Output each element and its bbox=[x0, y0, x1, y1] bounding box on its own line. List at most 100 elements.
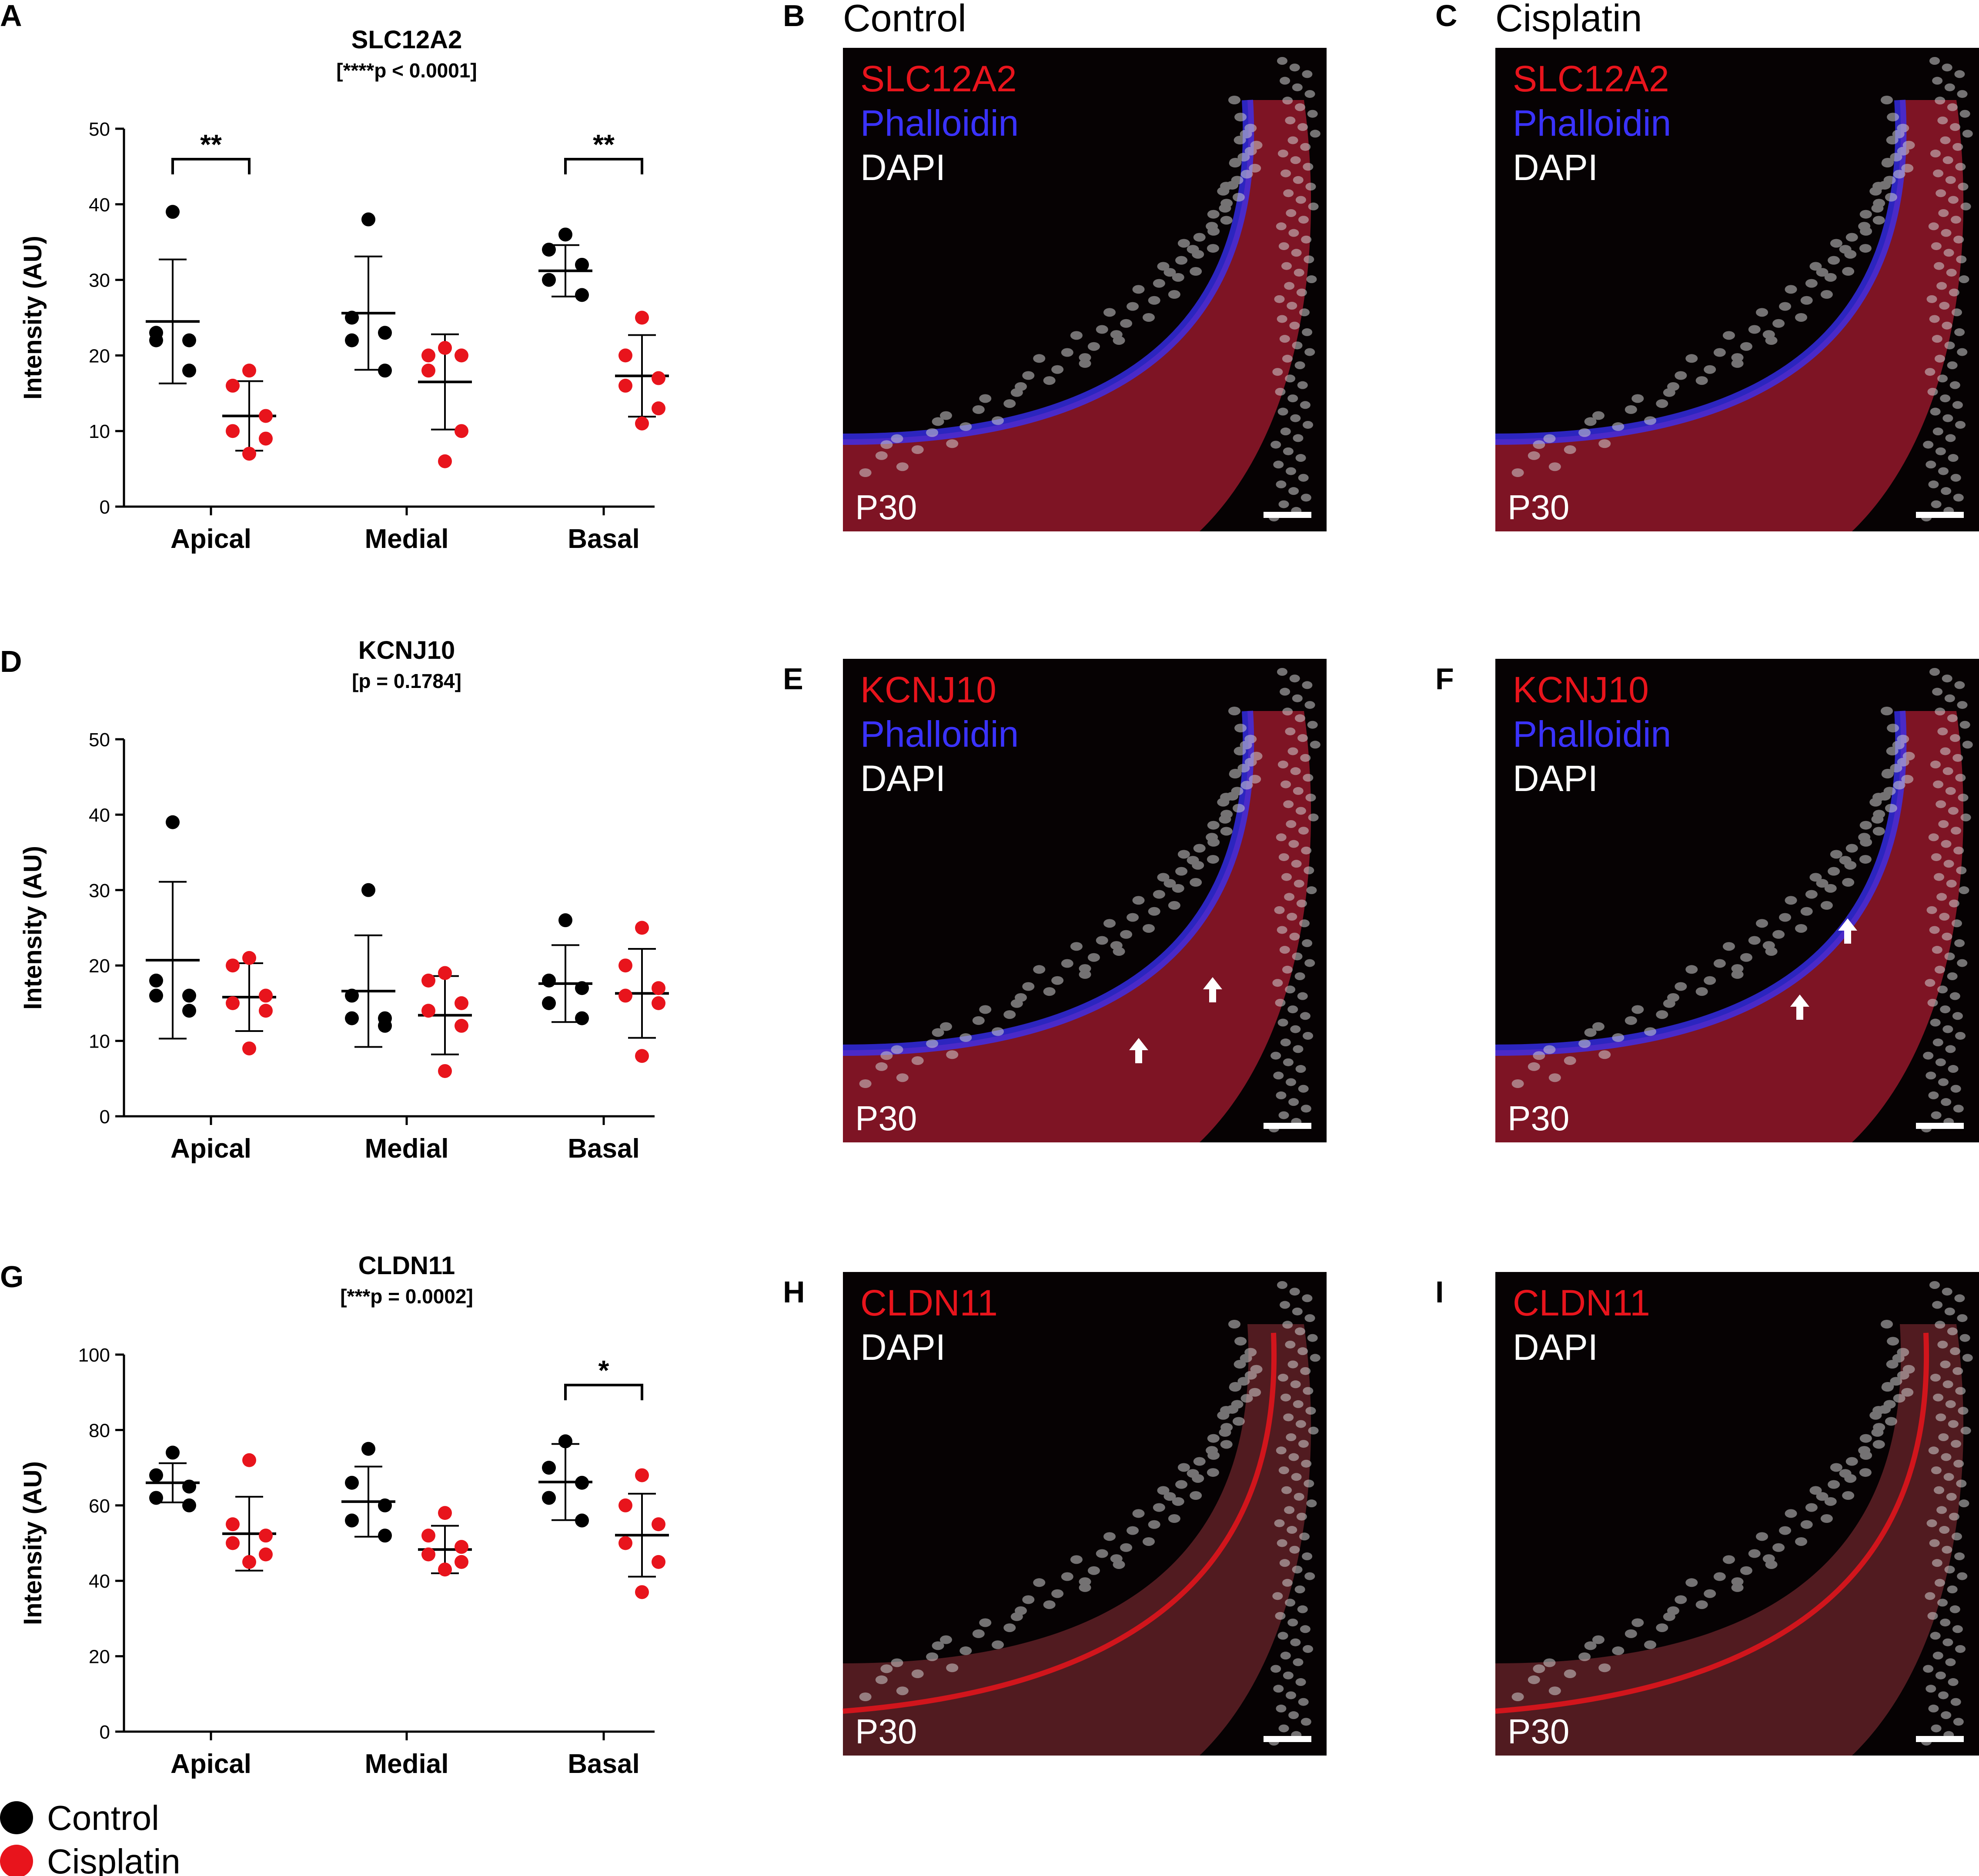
nucleus bbox=[1932, 1652, 1943, 1660]
nucleus bbox=[1881, 707, 1893, 715]
nucleus bbox=[1051, 976, 1064, 985]
nucleus bbox=[1785, 285, 1797, 294]
nucleus bbox=[1942, 932, 1952, 941]
nucleus bbox=[1941, 229, 1952, 237]
data-point bbox=[345, 1513, 359, 1528]
nucleus bbox=[1564, 445, 1576, 454]
nucleus bbox=[1800, 907, 1813, 916]
nucleus bbox=[1890, 764, 1902, 773]
nucleus bbox=[1157, 873, 1170, 882]
nucleus bbox=[1270, 441, 1281, 449]
nucleus bbox=[1291, 860, 1302, 868]
nucleus bbox=[1282, 1321, 1293, 1329]
nucleus bbox=[1148, 296, 1160, 305]
nucleus bbox=[1952, 143, 1963, 151]
data-point bbox=[378, 326, 392, 340]
nucleus bbox=[1143, 924, 1155, 933]
nucleus bbox=[1079, 1577, 1091, 1586]
nucleus bbox=[1951, 919, 1962, 928]
nucleus bbox=[1931, 853, 1942, 861]
data-point bbox=[635, 1049, 649, 1063]
nucleus bbox=[1612, 1033, 1625, 1042]
nucleus bbox=[1022, 1595, 1035, 1604]
nucleus bbox=[1748, 1549, 1761, 1558]
nucleus bbox=[1220, 1406, 1233, 1415]
nucleus bbox=[1231, 787, 1244, 796]
arrow-icon bbox=[1790, 995, 1809, 1020]
data-point bbox=[542, 273, 556, 287]
nucleus bbox=[1944, 341, 1955, 350]
stain-label: DAPI bbox=[1513, 147, 1598, 188]
nucleus bbox=[1872, 1440, 1885, 1449]
nucleus bbox=[1132, 896, 1145, 905]
nucleus bbox=[1190, 1491, 1202, 1500]
nucleus bbox=[1948, 1065, 1959, 1073]
nucleus bbox=[1731, 970, 1744, 979]
nucleus bbox=[1061, 1572, 1073, 1581]
nucleus bbox=[939, 1635, 952, 1644]
data-point bbox=[421, 364, 435, 378]
nucleus bbox=[979, 1618, 992, 1627]
nucleus bbox=[1942, 1546, 1952, 1554]
nucleus bbox=[1945, 1400, 1956, 1408]
nucleus bbox=[1936, 1413, 1946, 1422]
nucleus bbox=[1290, 767, 1301, 775]
tissue-band bbox=[1495, 1324, 1964, 1756]
chart-subtitle: [***p = 0.0002] bbox=[340, 1285, 473, 1308]
nucleus bbox=[1207, 1434, 1220, 1443]
nucleus bbox=[1941, 1098, 1952, 1106]
nucleus bbox=[1722, 1555, 1735, 1564]
nucleus bbox=[1079, 359, 1091, 368]
nucleus bbox=[1873, 199, 1885, 208]
nucleus bbox=[1234, 136, 1246, 145]
nucleus bbox=[1859, 1468, 1872, 1477]
nucleus bbox=[1828, 256, 1840, 265]
data-point bbox=[635, 921, 649, 935]
nucleus bbox=[1294, 268, 1304, 277]
nucleus bbox=[1934, 873, 1945, 881]
nucleus bbox=[1287, 394, 1298, 403]
data-point bbox=[421, 348, 435, 363]
nucleus bbox=[1288, 1453, 1299, 1461]
data-point bbox=[345, 1011, 359, 1025]
nucleus bbox=[1731, 1577, 1744, 1586]
nucleus bbox=[1277, 761, 1288, 769]
nucleus bbox=[1305, 1407, 1316, 1415]
data-point bbox=[226, 378, 240, 393]
series-control bbox=[146, 815, 592, 1048]
chart-title: CLDN11 bbox=[358, 1252, 455, 1280]
nucleus bbox=[1079, 353, 1091, 362]
tissue-band bbox=[1495, 711, 1964, 1142]
nucleus bbox=[1272, 368, 1283, 376]
data-point bbox=[242, 1453, 256, 1467]
data-point bbox=[558, 1434, 572, 1449]
nucleus bbox=[859, 468, 872, 477]
nucleus bbox=[1930, 1632, 1941, 1640]
nucleus bbox=[1881, 1320, 1893, 1329]
stain-label: DAPI bbox=[860, 758, 946, 799]
nucleus bbox=[1079, 970, 1091, 979]
nucleus bbox=[1127, 1526, 1139, 1535]
data-point bbox=[242, 364, 256, 378]
scale-bar bbox=[1264, 1123, 1311, 1129]
stain-label: CLDN11 bbox=[860, 1282, 998, 1323]
nucleus bbox=[1294, 879, 1304, 888]
nucleus bbox=[1928, 1704, 1939, 1712]
nucleus bbox=[1548, 462, 1561, 471]
data-point bbox=[542, 1491, 556, 1505]
nucleus bbox=[1277, 315, 1287, 323]
nucleus bbox=[1950, 1085, 1961, 1093]
nucleus bbox=[1935, 708, 1946, 716]
data-point bbox=[575, 1475, 589, 1490]
nucleus bbox=[1949, 381, 1960, 389]
nucleus bbox=[1193, 844, 1206, 853]
nucleus bbox=[1940, 747, 1951, 755]
nucleus bbox=[1954, 681, 1965, 689]
nucleus bbox=[1893, 1394, 1905, 1403]
nucleus bbox=[1926, 1072, 1936, 1080]
nucleus bbox=[1175, 867, 1188, 876]
panel-letter: B bbox=[783, 0, 805, 33]
nucleus bbox=[1220, 1440, 1233, 1449]
nucleus bbox=[1859, 821, 1872, 830]
